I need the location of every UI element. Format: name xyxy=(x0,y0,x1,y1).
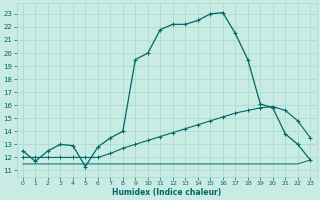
X-axis label: Humidex (Indice chaleur): Humidex (Indice chaleur) xyxy=(112,188,221,197)
